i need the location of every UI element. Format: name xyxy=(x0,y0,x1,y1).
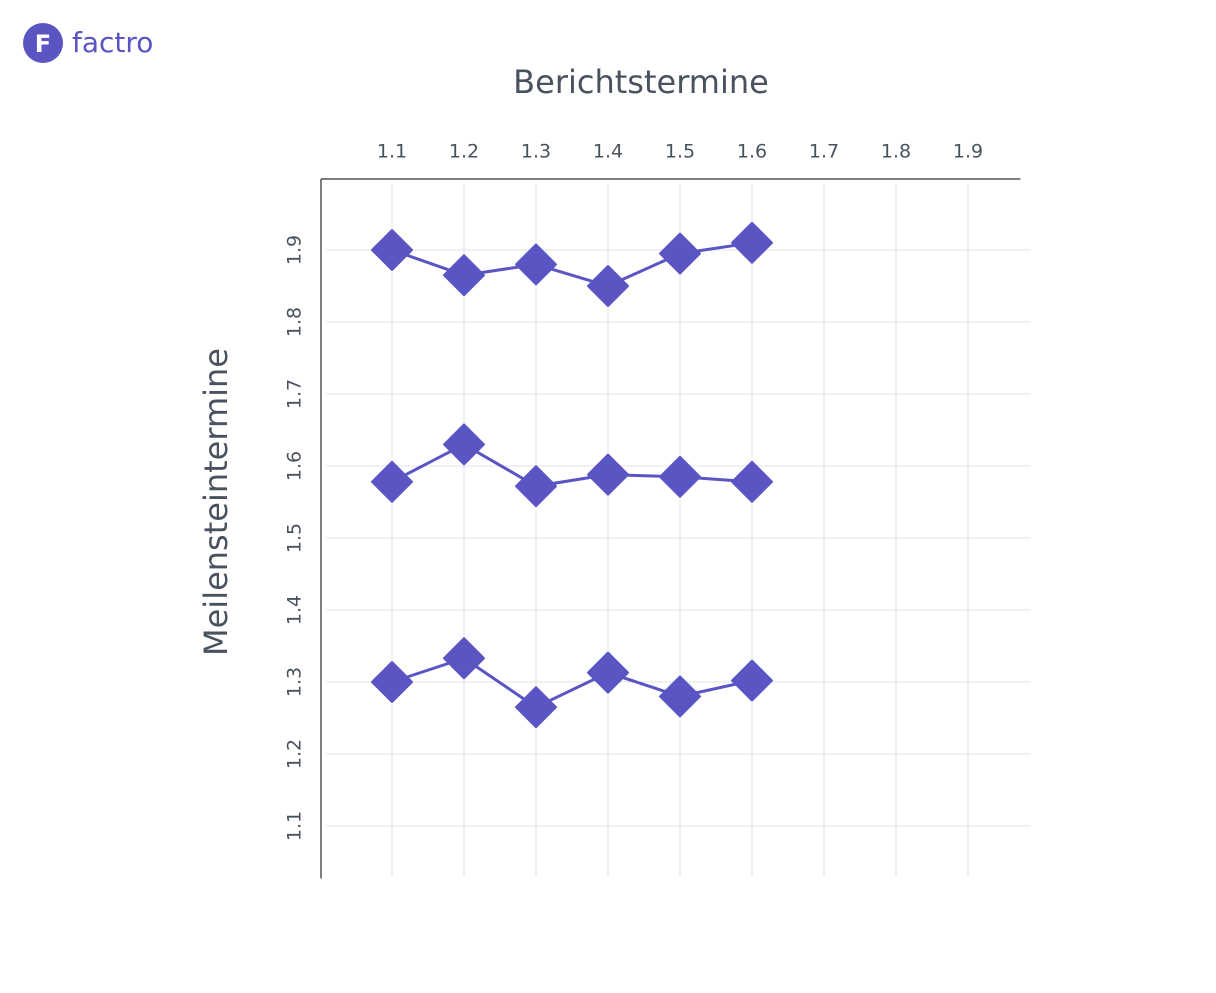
marker xyxy=(659,232,701,275)
marker xyxy=(515,686,557,729)
y-tick-label: 1.3 xyxy=(284,667,306,697)
series-line xyxy=(391,656,753,709)
marker xyxy=(443,254,485,297)
marker xyxy=(587,265,629,307)
marker xyxy=(731,221,773,264)
marker xyxy=(371,661,413,703)
marker xyxy=(515,243,557,286)
marker xyxy=(515,465,557,508)
marker xyxy=(659,455,701,498)
y-tick-label: 1.6 xyxy=(284,451,306,481)
series-line xyxy=(391,241,753,288)
logo-icon: F xyxy=(35,30,51,58)
y-tick-label: 1.1 xyxy=(284,811,306,841)
x-tick-label: 1.1 xyxy=(377,141,407,163)
y-axis-label: Meilensteintermine xyxy=(197,348,235,656)
marker xyxy=(443,637,485,680)
y-tick-label: 1.5 xyxy=(284,523,306,553)
x-tick-label: 1.3 xyxy=(521,141,551,163)
marker xyxy=(587,651,629,694)
marker xyxy=(443,423,485,466)
logo-icon-bg xyxy=(23,23,63,63)
marker xyxy=(587,453,629,496)
marker xyxy=(731,659,773,702)
x-tick-label: 1.8 xyxy=(881,141,911,163)
x-tick-label: 1.4 xyxy=(593,141,623,163)
y-tick-label: 1.4 xyxy=(284,595,306,625)
y-tick-label: 1.7 xyxy=(284,379,306,409)
y-tick-label: 1.8 xyxy=(284,307,306,337)
y-tick-label: 1.9 xyxy=(284,235,306,265)
x-tick-label: 1.7 xyxy=(809,141,839,163)
marker xyxy=(371,460,413,503)
y-tick-label: 1.2 xyxy=(284,739,306,769)
marker xyxy=(371,229,413,271)
chart-title: Berichtstermine xyxy=(513,63,769,101)
marker xyxy=(659,675,701,718)
logo-text: factro xyxy=(72,26,153,59)
x-tick-label: 1.9 xyxy=(953,141,983,163)
x-tick-label: 1.6 xyxy=(737,141,767,163)
x-tick-label: 1.5 xyxy=(665,141,695,163)
marker xyxy=(731,460,773,503)
x-tick-label: 1.2 xyxy=(449,141,479,163)
